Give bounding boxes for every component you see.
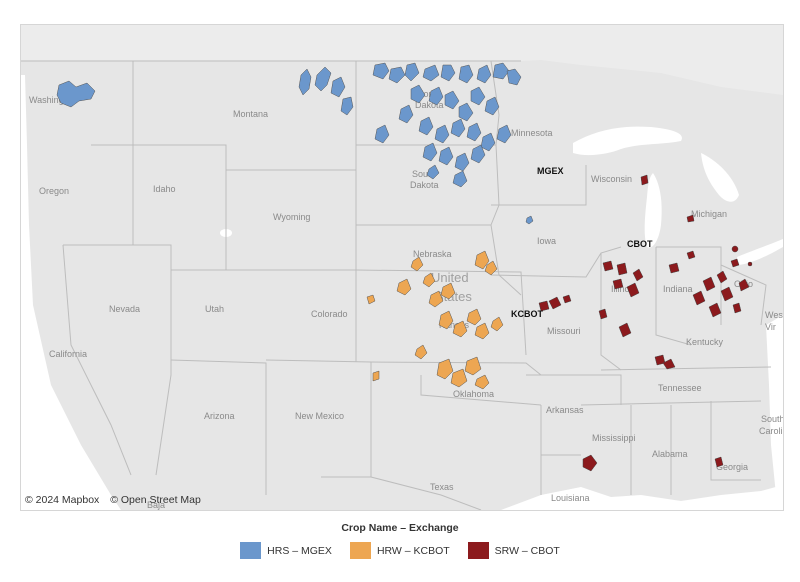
legend-label-hrs-mgex: HRS – MGEX	[267, 544, 332, 557]
state-label-georgia: Georgia	[716, 462, 748, 472]
canada-region	[21, 25, 783, 95]
lake-huron	[701, 153, 739, 202]
state-label-north-dakota-2: Dakota	[415, 100, 444, 110]
state-label-west-virginia: West	[765, 310, 783, 320]
state-label-kansas: Kansas	[439, 320, 470, 330]
state-label-idaho: Idaho	[153, 184, 176, 194]
state-label-arkansas: Arkansas	[546, 405, 584, 415]
state-label-baja: Baja	[147, 500, 165, 510]
legend-title: Crop Name – Exchange	[341, 522, 459, 534]
lake-michigan	[644, 173, 662, 248]
exchange-label-kcbot: KCBOT	[511, 309, 543, 319]
state-label-indiana: Indiana	[663, 284, 693, 294]
state-label-utah: Utah	[205, 304, 224, 314]
state-label-wisconsin: Wisconsin	[591, 174, 632, 184]
state-label-west-virginia-2: Vir	[765, 322, 776, 332]
state-label-oregon: Oregon	[39, 186, 69, 196]
state-label-montana: Montana	[233, 109, 268, 119]
state-label-south-dakota: South	[412, 169, 436, 179]
state-label-united: United	[431, 270, 469, 285]
state-labels: Washington Montana North Dakota Minnesot…	[29, 89, 783, 510]
hrw-kcbot-regions[interactable]	[366, 250, 504, 390]
map-attribution: © 2024 Mapbox © Open Street Map	[25, 494, 209, 506]
mapbox-attribution[interactable]: © 2024 Mapbox	[25, 494, 100, 506]
state-label-michigan: Michigan	[691, 209, 727, 219]
state-label-iowa: Iowa	[537, 236, 556, 246]
state-label-arizona: Arizona	[204, 411, 235, 421]
pacific	[21, 75, 121, 510]
land	[21, 25, 783, 510]
state-label-washington: Washington	[29, 95, 76, 105]
legend-item-srw-cbot[interactable]: SRW – CBOT	[467, 542, 560, 559]
state-label-tennessee: Tennessee	[658, 383, 702, 393]
state-label-minnesota: Minnesota	[511, 128, 553, 138]
state-label-texas: Texas	[430, 482, 454, 492]
state-label-illinois: Illinois	[611, 284, 637, 294]
srw-cbot-regions[interactable]	[538, 174, 753, 472]
state-label-kentucky: Kentucky	[686, 337, 724, 347]
atlantic	[766, 315, 783, 510]
state-label-south-dakota-2: Dakota	[410, 180, 439, 190]
legend-swatch-hrw-kcbot	[349, 542, 371, 559]
hrs-mgex-regions[interactable]	[56, 62, 534, 225]
state-borders	[21, 60, 772, 510]
exchange-label-cbot: CBOT	[627, 239, 653, 249]
legend-items: HRS – MGEX HRW – KCBOT SRW – CBOT	[0, 542, 800, 559]
state-label-alabama: Alabama	[652, 449, 688, 459]
legend-swatch-hrs-mgex	[240, 542, 262, 559]
state-label-wyoming: Wyoming	[273, 212, 310, 222]
exchange-labels: MGEX CBOT KCBOT	[511, 166, 653, 319]
lake-superior	[573, 126, 682, 156]
exchange-label-mgex: MGEX	[537, 166, 564, 176]
state-label-south-carolina: South	[761, 414, 783, 424]
state-label-nevada: Nevada	[109, 304, 140, 314]
legend-item-hrw-kcbot[interactable]: HRW – KCBOT	[349, 542, 450, 559]
map-canvas[interactable]: Washington Montana North Dakota Minnesot…	[21, 25, 783, 510]
gulf-coast	[501, 485, 783, 510]
state-label-mississippi: Mississippi	[592, 433, 636, 443]
legend-label-hrw-kcbot: HRW – KCBOT	[376, 544, 450, 557]
water-bodies	[21, 75, 783, 510]
state-label-louisiana: Louisiana	[551, 493, 590, 503]
state-label-missouri: Missouri	[547, 326, 581, 336]
lake-erie	[737, 239, 783, 265]
state-label-nebraska: Nebraska	[413, 249, 452, 259]
legend-label-srw-cbot: SRW – CBOT	[494, 544, 560, 557]
legend-swatch-srw-cbot	[467, 542, 489, 559]
state-label-california: California	[49, 349, 87, 359]
state-label-new-mexico: New Mexico	[295, 411, 344, 421]
state-label-south-carolina-2: Caroli	[759, 426, 783, 436]
state-label-oklahoma: Oklahoma	[453, 389, 494, 399]
state-label-north-dakota: North	[417, 89, 439, 99]
map[interactable]: Washington Montana North Dakota Minnesot…	[20, 24, 784, 511]
legend: Crop Name – Exchange HRS – MGEX HRW – KC…	[0, 522, 800, 559]
osm-attribution[interactable]: © Open Street Map	[110, 494, 201, 506]
state-label-colorado: Colorado	[311, 309, 348, 319]
legend-item-hrs-mgex[interactable]: HRS – MGEX	[240, 542, 332, 559]
